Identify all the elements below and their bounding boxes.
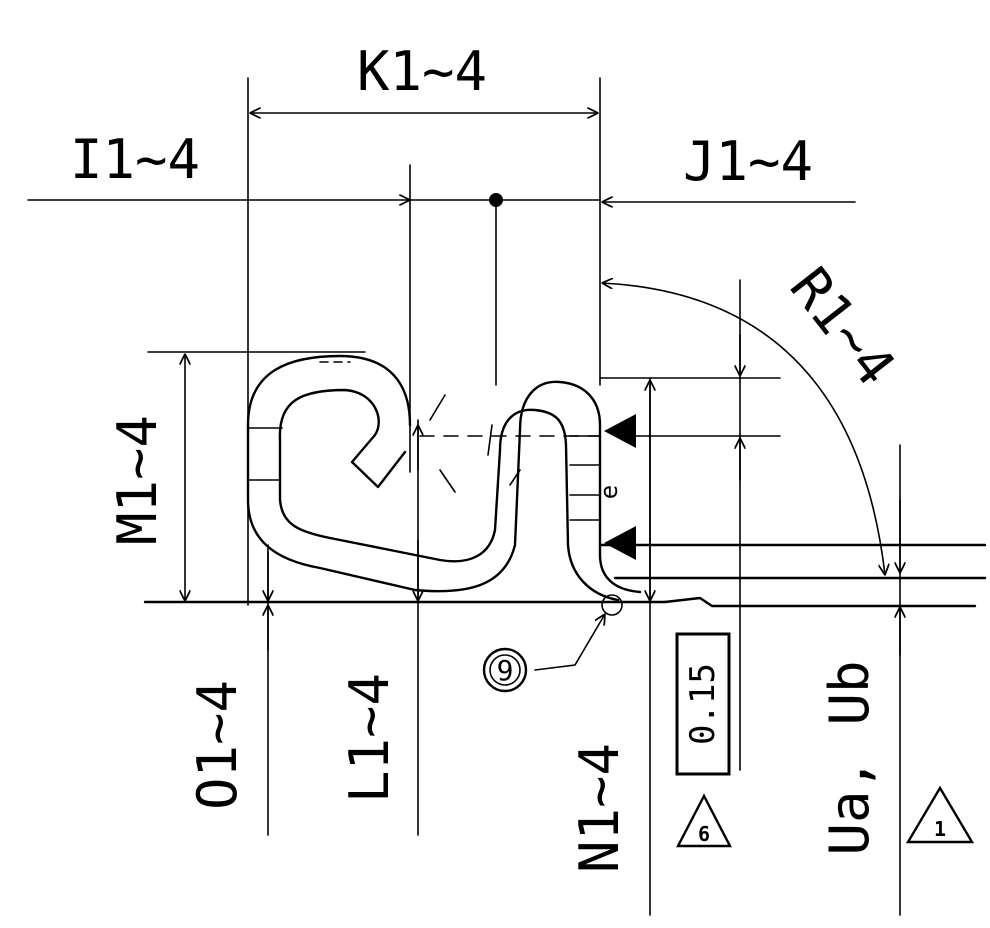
dim-label-n: N1~4 (568, 743, 631, 873)
dim-label-r: R1~4 (778, 256, 908, 397)
boxed-value-tag: 0.15 (675, 632, 731, 776)
boxed-value-text: 0.15 (683, 663, 723, 745)
dim-label-m: M1~4 (106, 415, 169, 545)
weld-triangle-upper (604, 414, 636, 448)
dim-label-k: K1~4 (357, 40, 487, 103)
panel-profile (143, 354, 987, 608)
dim-label-o: O1~4 (186, 680, 249, 810)
dim-label-l: L1~4 (338, 673, 401, 803)
dim-label-j: J1~4 (683, 130, 813, 193)
weld-triangle-lower (604, 526, 636, 560)
dimension-lines (27, 113, 900, 656)
circled-reference-9: 9 (482, 647, 528, 693)
weld-mark-label: e (595, 485, 623, 499)
revision-tag-6: 6 (676, 793, 732, 848)
datum-point (489, 193, 503, 207)
circled-reference-text: 9 (497, 654, 514, 687)
extension-lines (147, 77, 901, 916)
dim-label-i: I1~4 (70, 128, 200, 191)
revision-tag-1-text: 1 (934, 817, 946, 841)
revision-tag-1: 1 (905, 785, 975, 844)
reference-point (601, 594, 623, 616)
dim-label-u: Ua, Ub (818, 660, 881, 855)
revision-tag-6-text: 6 (698, 822, 710, 846)
